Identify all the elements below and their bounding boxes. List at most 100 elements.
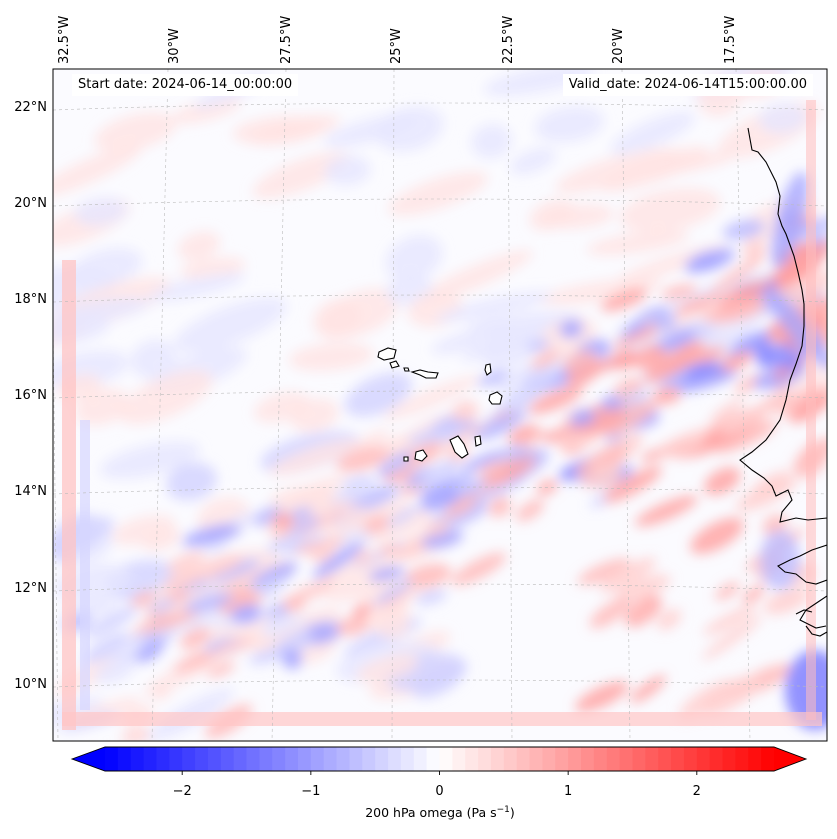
omega-blob xyxy=(742,584,765,604)
omega-blob xyxy=(323,113,419,148)
lat-label-18n: 18°N xyxy=(14,292,47,307)
omega-blob xyxy=(421,459,462,487)
coast-south-1 xyxy=(777,544,827,585)
colorbar-cell xyxy=(465,747,479,771)
omega-blob xyxy=(424,520,450,536)
colorbar-cell xyxy=(143,747,158,771)
colorbar-cell xyxy=(516,747,531,771)
omega-blob xyxy=(252,151,350,199)
omega-blob xyxy=(690,325,716,338)
omega-blob xyxy=(254,391,310,423)
colorbar-tick-label: −2 xyxy=(173,784,192,799)
omega-blob xyxy=(534,376,578,391)
colorbar-cell xyxy=(297,747,312,771)
omega-blob xyxy=(250,114,340,145)
omega-blob xyxy=(53,145,142,198)
omega-blob xyxy=(559,319,584,339)
omega-blob xyxy=(84,606,138,639)
colorbar-cell xyxy=(195,747,209,771)
omega-blob xyxy=(352,603,373,619)
meridian-line xyxy=(151,69,169,741)
colorbar-cell xyxy=(478,747,492,771)
omega-blob xyxy=(707,300,766,324)
omega-blob xyxy=(251,562,298,588)
omega-blob xyxy=(230,604,262,624)
omega-blob xyxy=(431,324,516,354)
colorbar-cell xyxy=(272,747,286,771)
omega-blob xyxy=(288,342,374,371)
colorbar-cell xyxy=(606,747,621,771)
omega-blob xyxy=(112,515,176,546)
omega-blob xyxy=(281,648,303,670)
field-right-edge xyxy=(806,100,816,720)
omega-blob xyxy=(378,543,399,556)
valid-date-label: Valid_date: 2024-06-14T15:00:00.00 xyxy=(562,74,813,96)
cape-verde-islands xyxy=(377,347,503,462)
lat-label-22n: 22°N xyxy=(14,100,47,115)
omega-blob xyxy=(445,476,492,508)
field-bottom-edge xyxy=(62,712,822,726)
omega-blob xyxy=(507,424,538,443)
omega-blob xyxy=(763,587,810,615)
omega-blob xyxy=(118,370,213,425)
omega-blob xyxy=(530,350,560,369)
omega-blob xyxy=(657,608,682,630)
colorbar-tick-label: 1 xyxy=(564,784,572,799)
omega-blob xyxy=(323,499,412,540)
coast-south-3 xyxy=(805,625,827,637)
colorbar-cell xyxy=(529,747,544,771)
colorbar-cell xyxy=(761,747,775,771)
omega-blob xyxy=(177,231,221,261)
colorbar-cell xyxy=(503,747,518,771)
omega-blob xyxy=(652,312,678,333)
omega-blob xyxy=(709,398,744,425)
colorbar-cell xyxy=(156,747,170,771)
omega-blob xyxy=(476,372,506,387)
colorbar-cell xyxy=(117,747,132,771)
omega-blob xyxy=(206,661,236,678)
omega-blob xyxy=(269,438,360,477)
omega-blob xyxy=(74,388,130,426)
omega-blob xyxy=(760,530,800,590)
latitude-labels: 22°N 20°N 18°N 16°N 14°N 12°N 10°N xyxy=(14,100,47,692)
colorbar-cell xyxy=(413,747,428,771)
omega-blob xyxy=(253,574,288,592)
omega-blob xyxy=(711,254,765,295)
omega-blob xyxy=(589,597,631,629)
omega-blob xyxy=(766,290,827,370)
island-boa-vista xyxy=(488,391,503,405)
omega-blob xyxy=(265,602,291,619)
omega-blob xyxy=(482,458,536,489)
omega-blob xyxy=(435,291,554,323)
lon-label-25w: 25°W xyxy=(389,28,404,64)
colorbar-tick-label: 2 xyxy=(693,784,701,799)
omega-blob xyxy=(630,675,667,704)
omega-blob xyxy=(754,341,775,363)
map-panel xyxy=(52,68,828,742)
omega-blob xyxy=(570,409,596,426)
omega-blob xyxy=(171,97,242,124)
omega-blob xyxy=(135,641,164,663)
omega-blob xyxy=(780,356,803,370)
omega-blob xyxy=(702,605,757,636)
colorbar-outline xyxy=(70,746,808,772)
omega-blob xyxy=(283,535,326,555)
colorbar-cell xyxy=(683,747,698,771)
colorbar-cell xyxy=(246,747,260,771)
colorbar-cell xyxy=(362,747,376,771)
omega-blob xyxy=(589,351,640,373)
parallel-line xyxy=(53,294,827,303)
colorbar-extend-low xyxy=(72,747,105,771)
omega-blob xyxy=(528,386,583,414)
africa-coastline xyxy=(739,127,827,523)
omega-blob xyxy=(207,636,256,660)
colorbar-cell xyxy=(105,747,119,771)
omega-blob xyxy=(415,588,448,606)
omega-blob xyxy=(481,330,542,370)
omega-blob xyxy=(701,616,763,660)
omega-blob xyxy=(635,495,698,527)
omega-blob xyxy=(230,512,257,527)
island-sao-vicente xyxy=(389,360,400,369)
omega-blob xyxy=(678,679,737,719)
colorbar-cell xyxy=(568,747,582,771)
